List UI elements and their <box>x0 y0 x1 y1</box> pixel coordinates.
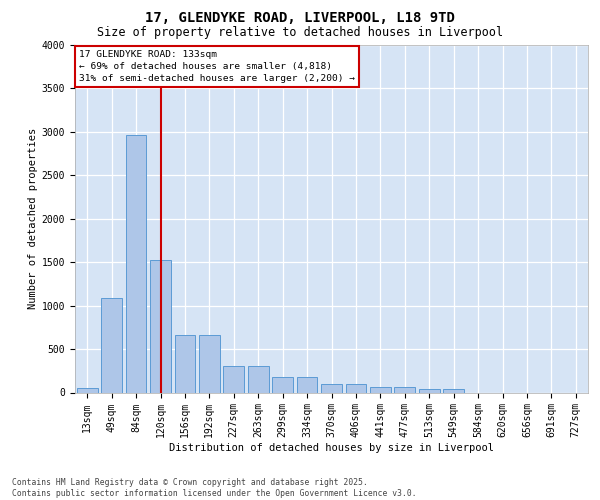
Bar <box>175 335 196 392</box>
Bar <box>370 388 391 392</box>
Bar <box>394 388 415 392</box>
Bar <box>150 260 171 392</box>
X-axis label: Distribution of detached houses by size in Liverpool: Distribution of detached houses by size … <box>169 443 494 453</box>
Bar <box>101 298 122 392</box>
Text: 17 GLENDYKE ROAD: 133sqm
← 69% of detached houses are smaller (4,818)
31% of sem: 17 GLENDYKE ROAD: 133sqm ← 69% of detach… <box>79 50 355 83</box>
Bar <box>296 378 317 392</box>
Bar <box>346 384 367 392</box>
Bar <box>272 378 293 392</box>
Bar <box>223 366 244 392</box>
Y-axis label: Number of detached properties: Number of detached properties <box>28 128 38 310</box>
Text: Contains HM Land Registry data © Crown copyright and database right 2025.
Contai: Contains HM Land Registry data © Crown c… <box>12 478 416 498</box>
Bar <box>443 390 464 392</box>
Bar <box>199 335 220 392</box>
Bar <box>125 136 146 392</box>
Bar <box>77 388 98 392</box>
Bar <box>321 384 342 392</box>
Bar <box>248 366 269 392</box>
Text: Size of property relative to detached houses in Liverpool: Size of property relative to detached ho… <box>97 26 503 39</box>
Bar <box>419 390 440 392</box>
Text: 17, GLENDYKE ROAD, LIVERPOOL, L18 9TD: 17, GLENDYKE ROAD, LIVERPOOL, L18 9TD <box>145 11 455 25</box>
